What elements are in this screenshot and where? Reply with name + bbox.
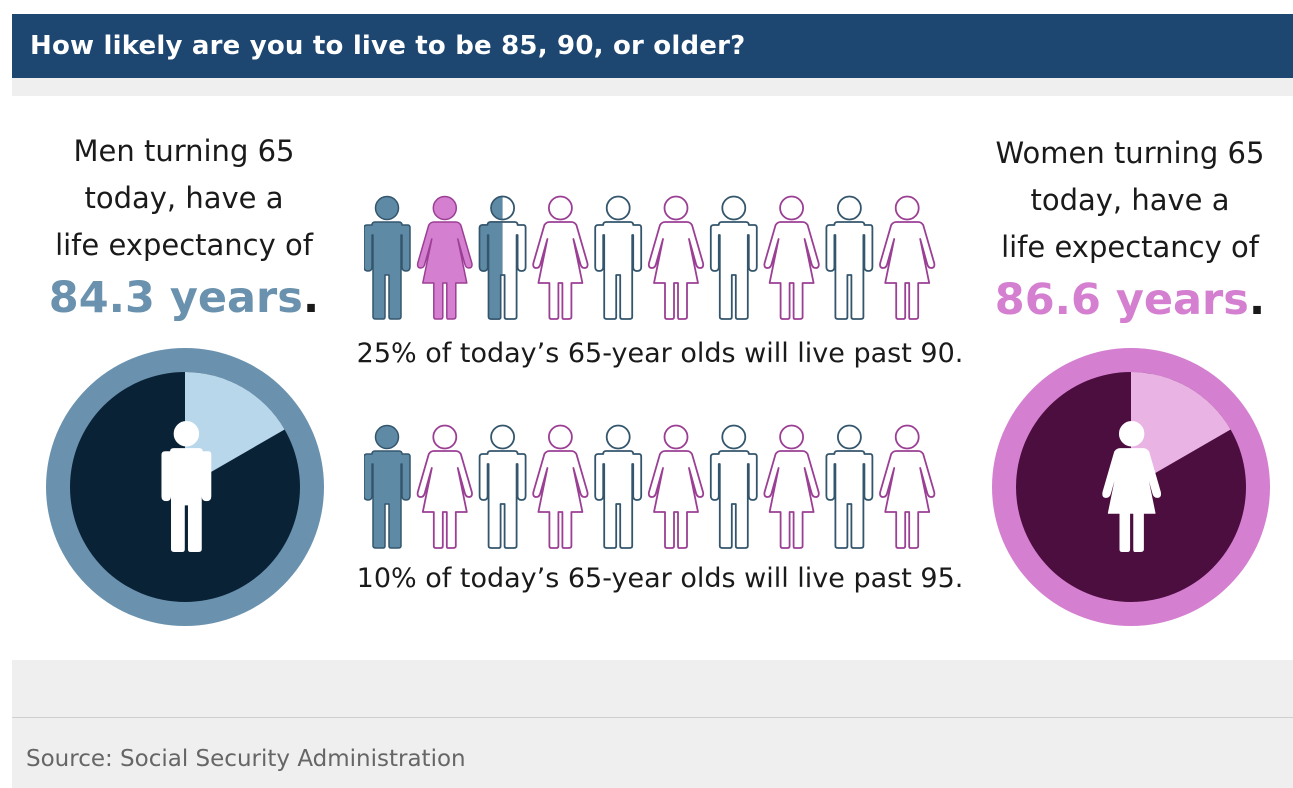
women-period: .: [1248, 275, 1266, 325]
women-line-3: life expectancy of: [1001, 230, 1259, 264]
stat-caption-past-90: 25% of today’s 65-year olds will live pa…: [356, 338, 964, 369]
women-life-expectancy-value: 86.6 years: [994, 275, 1249, 325]
female-person-icon: [763, 195, 820, 320]
footer-divider: [12, 717, 1293, 718]
female-person-icon: [1102, 421, 1162, 552]
male-person-icon: [594, 195, 643, 320]
female-person-icon: [416, 195, 473, 320]
male-person-icon: [161, 421, 212, 552]
female-person-icon: [532, 424, 589, 549]
source-note: Source: Social Security Administration: [26, 746, 466, 772]
male-person-icon: [478, 195, 527, 320]
dial-wedge: [1131, 372, 1231, 487]
women-line-1: Women turning 65: [995, 136, 1265, 170]
women-clock-dial: [992, 348, 1270, 626]
female-person-icon: [879, 424, 936, 549]
male-person-icon: [478, 424, 527, 549]
people-row-past-90: [364, 195, 936, 320]
men-period: .: [302, 273, 320, 323]
men-line-1: Men turning 65: [73, 134, 295, 168]
male-person-icon: [594, 424, 643, 549]
stat-caption-past-95: 10% of today’s 65-year olds will live pa…: [356, 563, 964, 594]
female-person-icon: [763, 424, 820, 549]
male-person-icon: [709, 195, 758, 320]
female-person-icon: [647, 195, 705, 320]
men-line-3: life expectancy of: [55, 228, 313, 262]
male-person-icon: [364, 195, 411, 320]
female-person-icon: [416, 424, 473, 549]
women-line-2: today, have a: [1030, 183, 1230, 217]
male-person-icon: [364, 424, 411, 549]
male-person-icon: [709, 424, 758, 549]
men-clock-dial: [46, 348, 324, 626]
female-person-icon: [879, 195, 936, 320]
top-band: [12, 78, 1293, 96]
page-title: How likely are you to live to be 85, 90,…: [12, 14, 1293, 78]
people-row-past-95: [364, 424, 936, 549]
men-life-expectancy-value: 84.3 years: [48, 273, 303, 323]
men-line-2: today, have a: [84, 181, 284, 215]
male-person-icon: [825, 195, 874, 320]
female-person-icon: [647, 424, 705, 549]
male-person-icon: [825, 424, 874, 549]
men-life-expectancy-text: Men turning 65 today, have a life expect…: [34, 128, 334, 326]
female-person-icon: [532, 195, 589, 320]
women-life-expectancy-text: Women turning 65 today, have a life expe…: [980, 130, 1280, 328]
footer-band: [12, 660, 1293, 788]
